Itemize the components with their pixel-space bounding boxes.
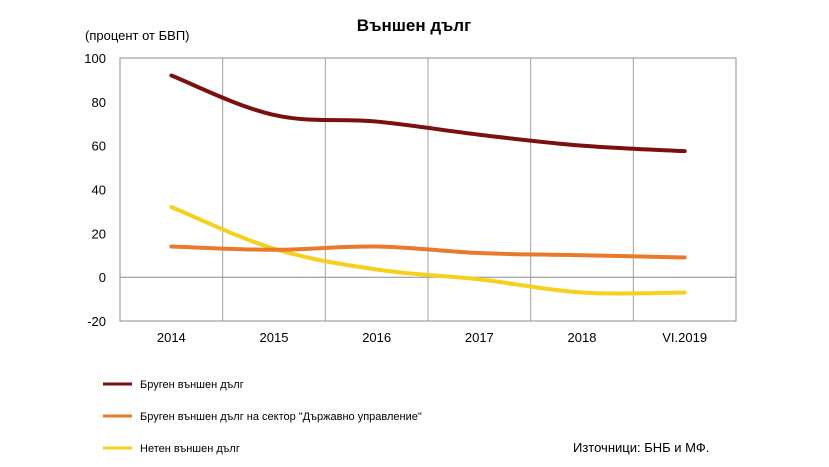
- y-tick-label: 80: [92, 95, 106, 110]
- source-note: Източници: БНБ и МФ.: [573, 440, 709, 455]
- legend: Бруген външен дълг Бруген външен дълг на…: [103, 379, 422, 455]
- x-tick-label: 2014: [157, 330, 186, 345]
- x-tick-label: 2017: [465, 330, 494, 345]
- gridlines: [222, 58, 634, 321]
- y-tick-label: 20: [92, 226, 106, 241]
- series-line-1: [169, 244, 687, 260]
- series-line-0: [169, 73, 687, 154]
- y-tick-label: 100: [84, 51, 106, 66]
- legend-label-1: Бруген външен дълг на сектор "Държавно у…: [140, 411, 422, 423]
- series-lines: [169, 73, 687, 296]
- y-axis: 100 80 60 40 20 0 -20: [84, 51, 106, 329]
- legend-label-2: Нетен външен дълг: [140, 443, 240, 455]
- y-axis-unit-label: (процент от БВП): [85, 28, 190, 43]
- chart-title: Външен дълг: [357, 16, 471, 35]
- x-tick-label: 2016: [362, 330, 391, 345]
- y-tick-label: -20: [87, 314, 106, 329]
- legend-label-0: Бруген външен дълг: [140, 379, 244, 391]
- series-line-2: [169, 205, 687, 296]
- y-tick-label: 60: [92, 139, 106, 154]
- y-tick-label: 0: [99, 270, 106, 285]
- x-tick-label: 2018: [568, 330, 597, 345]
- x-tick-label: VI.2019: [662, 330, 707, 345]
- x-axis: 2014 2015 2016 2017 2018 VI.2019: [157, 330, 707, 345]
- x-tick-label: 2015: [260, 330, 289, 345]
- plot-area-border: [119, 57, 737, 322]
- y-tick-label: 40: [92, 183, 106, 198]
